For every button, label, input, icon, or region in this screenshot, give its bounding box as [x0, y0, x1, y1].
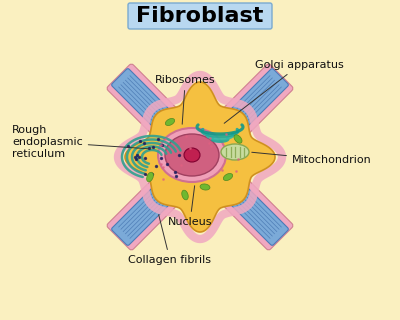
FancyBboxPatch shape	[194, 151, 288, 245]
FancyBboxPatch shape	[189, 64, 293, 168]
Text: Ribosomes: Ribosomes	[155, 75, 216, 124]
FancyBboxPatch shape	[112, 151, 206, 245]
Text: Fibroblast: Fibroblast	[136, 6, 264, 26]
Text: Golgi apparatus: Golgi apparatus	[224, 60, 344, 123]
FancyBboxPatch shape	[107, 146, 211, 250]
Ellipse shape	[165, 118, 175, 125]
Ellipse shape	[234, 135, 242, 143]
Text: Mitochondrion: Mitochondrion	[252, 152, 372, 165]
Text: Collagen fibrils: Collagen fibrils	[128, 215, 212, 265]
Text: Nucleus: Nucleus	[168, 186, 212, 227]
FancyBboxPatch shape	[189, 146, 293, 250]
Ellipse shape	[221, 144, 249, 160]
FancyBboxPatch shape	[128, 3, 272, 29]
Ellipse shape	[223, 173, 233, 180]
Text: Rough
endoplasmic
reticulum: Rough endoplasmic reticulum	[12, 125, 149, 159]
Ellipse shape	[184, 148, 200, 162]
Ellipse shape	[182, 190, 188, 200]
Ellipse shape	[165, 134, 219, 176]
FancyBboxPatch shape	[194, 68, 288, 164]
FancyBboxPatch shape	[107, 64, 211, 168]
Polygon shape	[125, 82, 275, 232]
Ellipse shape	[147, 172, 153, 182]
Ellipse shape	[200, 184, 210, 190]
FancyBboxPatch shape	[112, 68, 206, 164]
Ellipse shape	[158, 128, 226, 182]
